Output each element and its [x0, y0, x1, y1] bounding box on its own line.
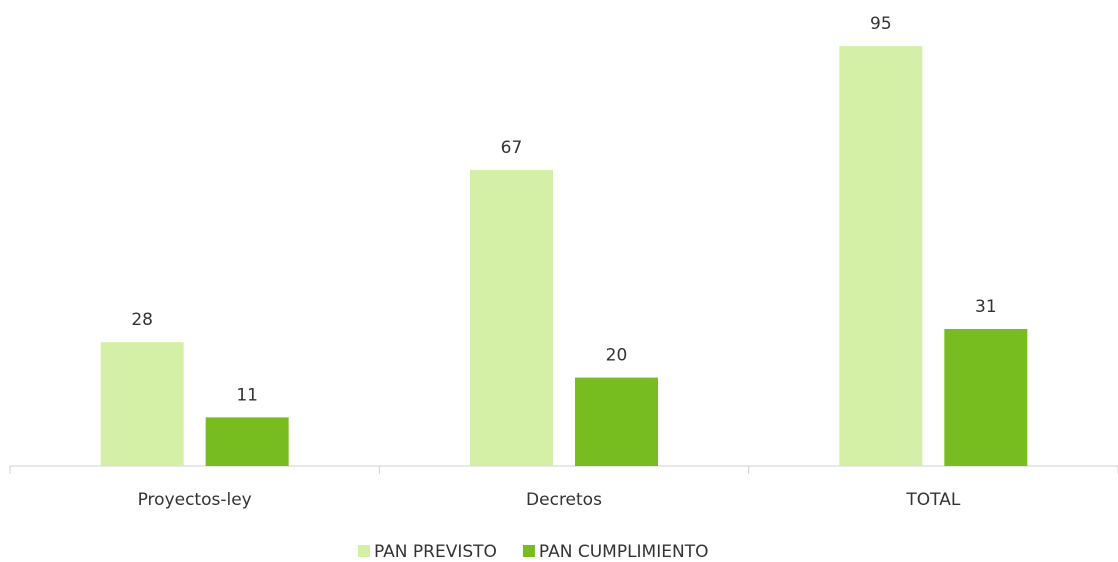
legend-label: PAN CUMPLIMIENTO	[539, 542, 709, 562]
bar	[575, 377, 658, 466]
bar	[205, 417, 289, 466]
bar	[470, 169, 553, 467]
bar	[839, 46, 923, 466]
x-tick-label: Proyectos-ley	[138, 490, 252, 510]
legend-swatch	[358, 545, 370, 557]
data-label: 67	[501, 138, 523, 158]
data-label: 20	[606, 346, 628, 366]
data-label: 11	[236, 385, 258, 405]
legend-swatch	[522, 545, 535, 557]
data-label: 95	[870, 14, 892, 34]
x-tick-label: Decretos	[526, 490, 602, 510]
data-label: 31	[975, 297, 997, 317]
data-label: 28	[131, 310, 153, 330]
bar	[100, 342, 184, 466]
x-tick-label: TOTAL	[905, 490, 960, 510]
legend-label: PAN PREVISTO	[374, 542, 497, 562]
bar	[944, 328, 1028, 466]
